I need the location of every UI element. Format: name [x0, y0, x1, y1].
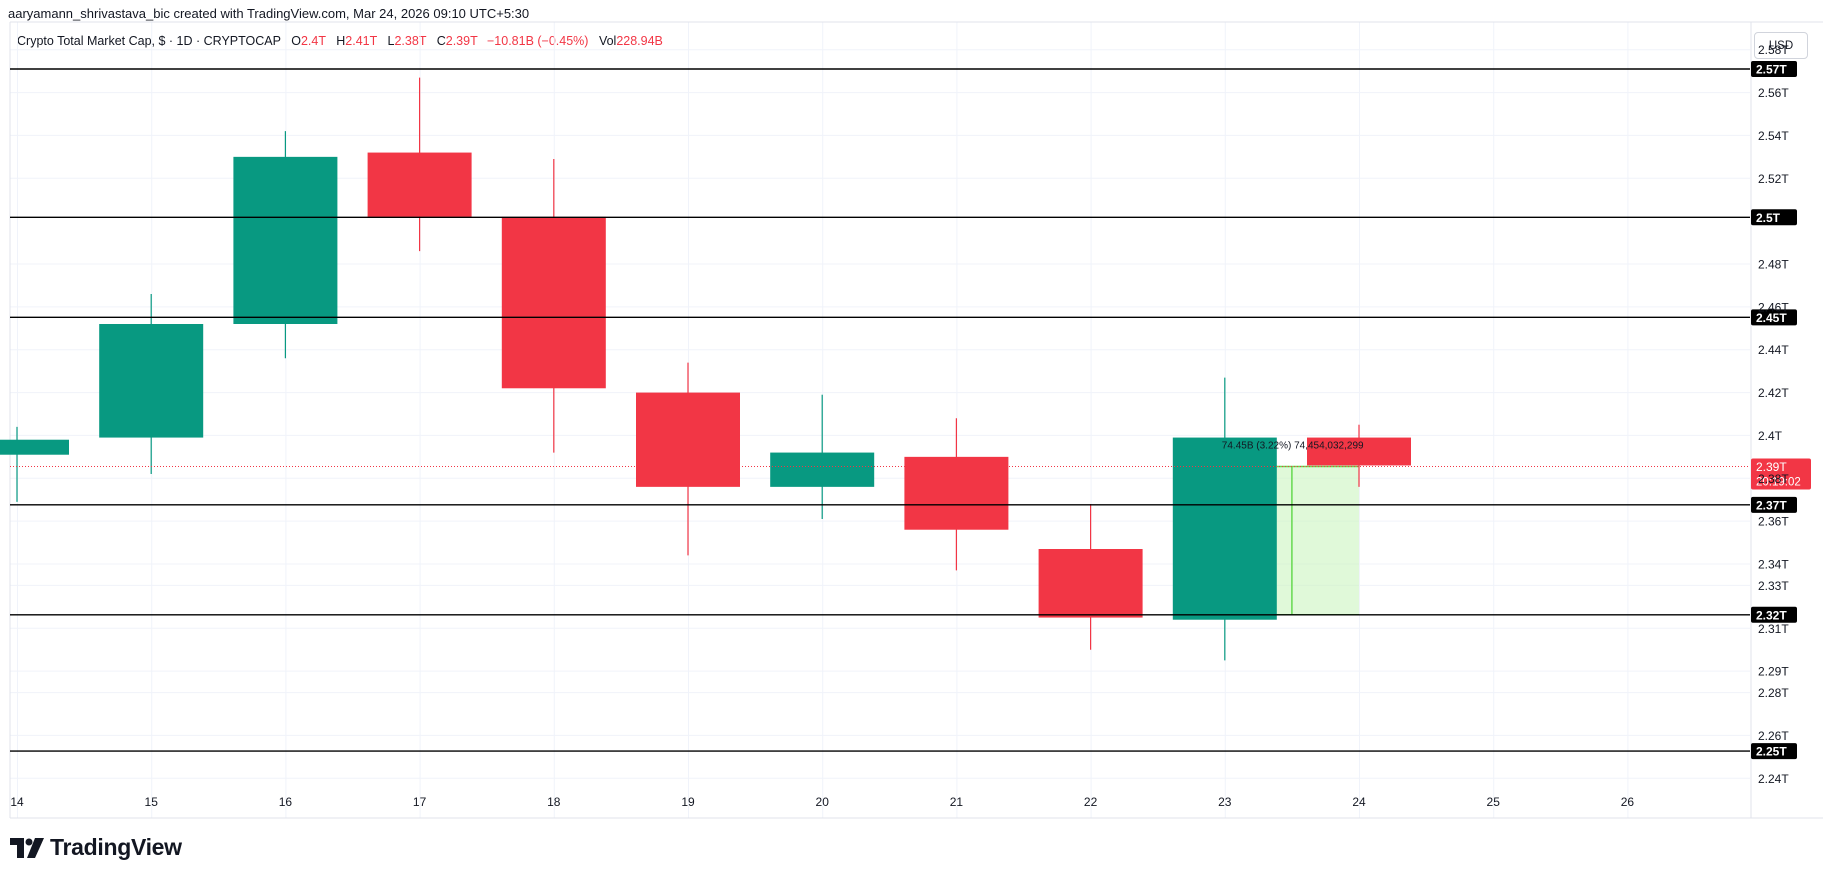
- y-tick-label: 2.56T: [1758, 86, 1789, 100]
- symbol-legend: Crypto Total Market Cap, $ · 1D · CRYPTO…: [17, 34, 663, 48]
- chart-credit: aaryamann_shrivastava_bic created with T…: [8, 6, 530, 21]
- candle: [1038, 504, 1143, 650]
- tradingview-wordmark: TradingView: [50, 834, 182, 860]
- horizontal-level-label-bg: [1751, 61, 1797, 77]
- y-tick-label: 2.36T: [1758, 515, 1789, 529]
- y-tick-label: 2.38T: [1758, 472, 1789, 486]
- horizontal-level-label-bg: [1751, 209, 1797, 226]
- horizontal-level-label-bg: [1751, 309, 1797, 326]
- y-tick-label: 2.26T: [1758, 729, 1789, 743]
- candle-body: [233, 156, 338, 324]
- candle: [99, 294, 204, 474]
- close-label: C: [436, 34, 446, 48]
- low-label: L: [387, 34, 395, 48]
- horizontal-level-value: 2.37T: [1756, 498, 1787, 512]
- symbol-title[interactable]: Crypto Total Market Cap, $ · 1D · CRYPTO…: [17, 34, 281, 48]
- horizontal-level-label-bg: [1751, 496, 1797, 513]
- candle-body: [770, 452, 875, 487]
- horizontal-level-label: 2.45T: [1751, 309, 1797, 326]
- horizontal-level-value: 2.32T: [1756, 608, 1787, 622]
- currency-button[interactable]: USD: [1754, 32, 1808, 59]
- candle: [904, 418, 1009, 571]
- y-tick-label: 2.54T: [1758, 129, 1789, 143]
- price-range-label: 74.45B (3.22%) 74,454,032,299: [1222, 441, 1364, 452]
- x-tick-label: 22: [1084, 795, 1098, 809]
- candle: [367, 77, 472, 252]
- bar-countdown: 20:19:02: [1756, 477, 1801, 489]
- y-tick-label: 2.44T: [1758, 343, 1789, 357]
- y-tick-label: 2.31T: [1758, 622, 1789, 636]
- low-value: 2.38T: [394, 34, 427, 48]
- horizontal-level-label: 2.57T: [1751, 61, 1797, 77]
- candle: [636, 362, 740, 556]
- volume-label: Vol: [598, 34, 617, 48]
- y-tick-label: 2.4T: [1758, 429, 1783, 443]
- candle-body: [0, 439, 69, 455]
- y-tick-label: 2.42T: [1758, 386, 1789, 400]
- open-value: 2.4T: [300, 34, 326, 48]
- x-tick-label: 19: [681, 795, 695, 809]
- horizontal-level-label-bg: [1751, 743, 1797, 760]
- horizontal-level-label: 2.5T: [1751, 209, 1797, 226]
- y-tick-label: 2.48T: [1758, 258, 1789, 272]
- candle-body: [99, 324, 204, 438]
- horizontal-level-value: 2.57T: [1756, 63, 1787, 77]
- horizontal-level-label: 2.32T: [1751, 606, 1797, 623]
- open-label: O: [291, 34, 301, 48]
- candle-body: [1172, 437, 1277, 620]
- y-tick-label: 2.29T: [1758, 665, 1789, 679]
- horizontal-level-label-bg: [1751, 606, 1797, 623]
- volume-value: 228.94B: [616, 34, 663, 48]
- horizontal-level-value: 2.5T: [1756, 211, 1781, 225]
- x-tick-label: 26: [1621, 795, 1635, 809]
- y-tick-label: 2.33T: [1758, 579, 1789, 593]
- current-price-tag: 2.39T 20:19:02: [1751, 458, 1811, 490]
- horizontal-level-value: 2.25T: [1756, 745, 1787, 759]
- horizontal-level-label: 2.37T: [1751, 496, 1797, 513]
- y-tick-label: 2.46T: [1758, 300, 1789, 314]
- y-tick-label: 2.34T: [1758, 558, 1789, 572]
- y-tick-label: 2.24T: [1758, 772, 1789, 786]
- x-tick-label: 17: [413, 795, 427, 809]
- x-tick-label: 21: [950, 795, 964, 809]
- tradingview-logo[interactable]: TradingView: [10, 834, 182, 861]
- horizontal-level-value: 2.45T: [1756, 311, 1787, 325]
- candle-body: [1038, 549, 1143, 618]
- current-price-value: 2.39T: [1756, 460, 1787, 474]
- close-value: 2.39T: [445, 34, 478, 48]
- x-tick-label: 23: [1218, 795, 1232, 809]
- y-tick-label: 2.28T: [1758, 686, 1789, 700]
- current-price-tag-bg: [1751, 458, 1811, 490]
- high-label: H: [336, 34, 346, 48]
- tradingview-logo-icon: [10, 837, 44, 858]
- y-tick-label: 2.58T: [1758, 43, 1789, 57]
- candle: [770, 394, 875, 519]
- x-tick-label: 14: [10, 795, 24, 809]
- candle-body: [636, 392, 740, 487]
- y-tick-label: 2.52T: [1758, 172, 1789, 186]
- x-tick-label: 25: [1487, 795, 1501, 809]
- x-tick-label: 20: [816, 795, 830, 809]
- x-tick-label: 18: [547, 795, 561, 809]
- candle: [1307, 424, 1411, 487]
- candle: [233, 131, 338, 359]
- candle-body: [501, 216, 606, 389]
- candle: [501, 159, 606, 453]
- x-tick-label: 16: [279, 795, 293, 809]
- x-tick-label: 24: [1352, 795, 1366, 809]
- x-tick-label: 15: [145, 795, 159, 809]
- change-value: −10.81B (−0.45%): [486, 34, 589, 48]
- candle: [0, 426, 69, 502]
- horizontal-level-label: 2.25T: [1751, 743, 1797, 760]
- candle: [1172, 377, 1277, 661]
- high-value: 2.41T: [345, 34, 378, 48]
- candle-body: [904, 456, 1009, 530]
- candle-body: [1307, 437, 1411, 466]
- candle-body: [367, 152, 472, 217]
